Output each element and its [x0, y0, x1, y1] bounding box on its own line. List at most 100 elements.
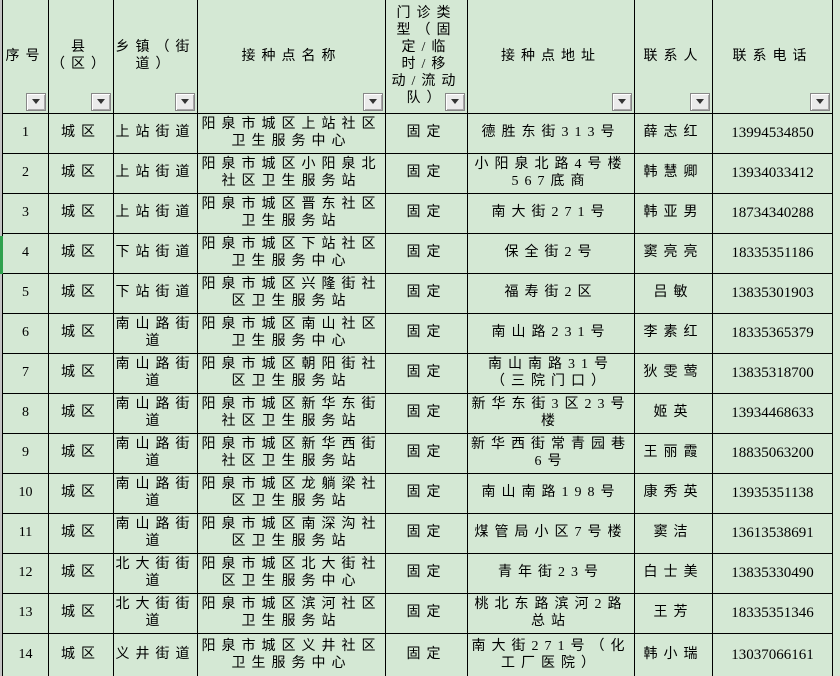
cell-address[interactable]: 南山路231号 [467, 312, 635, 354]
cell-county[interactable]: 城区 [48, 552, 114, 594]
cell-township[interactable]: 上站街道 [113, 112, 198, 154]
cell-clinic-type[interactable]: 固定 [385, 432, 468, 474]
cell-county[interactable]: 城区 [48, 432, 114, 474]
cell-county[interactable]: 城区 [48, 632, 114, 676]
cell-site-name[interactable]: 阳泉市城区义井社区卫生服务中心 [197, 632, 386, 676]
filter-dropdown-button-contact[interactable] [690, 92, 710, 111]
filter-dropdown-button-index[interactable] [26, 92, 46, 111]
cell-county[interactable]: 城区 [48, 272, 114, 314]
cell-county[interactable]: 城区 [48, 352, 114, 394]
cell-clinic-type[interactable]: 固定 [385, 392, 468, 434]
cell-township[interactable]: 上站街道 [113, 192, 198, 234]
cell-index[interactable]: 13 [2, 592, 49, 634]
cell-address[interactable]: 青年街23号 [467, 552, 635, 594]
cell-clinic-type[interactable]: 固定 [385, 272, 468, 314]
cell-township[interactable]: 上站街道 [113, 152, 198, 194]
cell-phone[interactable]: 13613538691 [712, 512, 833, 554]
cell-contact[interactable]: 王丽霞 [634, 432, 713, 474]
cell-address[interactable]: 南山南路31号（三院门口） [467, 352, 635, 394]
cell-county[interactable]: 城区 [48, 512, 114, 554]
cell-index[interactable]: 8 [2, 392, 49, 434]
cell-clinic-type[interactable]: 固定 [385, 472, 468, 514]
cell-contact[interactable]: 康秀英 [634, 472, 713, 514]
cell-index[interactable]: 14 [2, 632, 49, 676]
cell-site-name[interactable]: 阳泉市城区下站社区卫生服务中心 [197, 232, 386, 274]
filter-dropdown-button-township[interactable] [175, 92, 195, 111]
cell-site-name[interactable]: 阳泉市城区南山社区卫生服务中心 [197, 312, 386, 354]
cell-address[interactable]: 小阳泉北路4号楼567底商 [467, 152, 635, 194]
cell-phone[interactable]: 18335365379 [712, 312, 833, 354]
cell-clinic-type[interactable]: 固定 [385, 352, 468, 394]
cell-township[interactable]: 南山路街道 [113, 472, 198, 514]
cell-township[interactable]: 南山路街道 [113, 512, 198, 554]
cell-contact[interactable]: 窦洁 [634, 512, 713, 554]
cell-phone[interactable]: 13934468633 [712, 392, 833, 434]
cell-phone[interactable]: 13037066161 [712, 632, 833, 676]
cell-township[interactable]: 下站街道 [113, 272, 198, 314]
cell-contact[interactable]: 白士美 [634, 552, 713, 594]
filter-dropdown-button-address[interactable] [612, 92, 632, 111]
cell-contact[interactable]: 韩亚男 [634, 192, 713, 234]
cell-index[interactable]: 12 [2, 552, 49, 594]
cell-township[interactable]: 南山路街道 [113, 352, 198, 394]
cell-site-name[interactable]: 阳泉市城区小阳泉北社区卫生服务站 [197, 152, 386, 194]
cell-contact[interactable]: 李素红 [634, 312, 713, 354]
cell-address[interactable]: 南山南路198号 [467, 472, 635, 514]
cell-site-name[interactable]: 阳泉市城区新华西街社区卫生服务站 [197, 432, 386, 474]
cell-index[interactable]: 9 [2, 432, 49, 474]
filter-dropdown-button-phone[interactable] [810, 92, 830, 111]
cell-address[interactable]: 新华西街常青园巷6号 [467, 432, 635, 474]
cell-contact[interactable]: 韩小瑞 [634, 632, 713, 676]
cell-clinic-type[interactable]: 固定 [385, 312, 468, 354]
cell-index[interactable]: 3 [2, 192, 49, 234]
cell-contact[interactable]: 姬英 [634, 392, 713, 434]
cell-clinic-type[interactable]: 固定 [385, 512, 468, 554]
cell-county[interactable]: 城区 [48, 592, 114, 634]
cell-county[interactable]: 城区 [48, 232, 114, 274]
cell-index[interactable]: 1 [2, 112, 49, 154]
cell-address[interactable]: 南大街271号（化工厂医院） [467, 632, 635, 676]
cell-phone[interactable]: 13935351138 [712, 472, 833, 514]
cell-site-name[interactable]: 阳泉市城区兴隆街社区卫生服务站 [197, 272, 386, 314]
cell-phone[interactable]: 13994534850 [712, 112, 833, 154]
cell-clinic-type[interactable]: 固定 [385, 152, 468, 194]
cell-clinic-type[interactable]: 固定 [385, 112, 468, 154]
cell-address[interactable]: 新华东街3区23号楼 [467, 392, 635, 434]
cell-site-name[interactable]: 阳泉市城区南深沟社区卫生服务站 [197, 512, 386, 554]
cell-county[interactable]: 城区 [48, 312, 114, 354]
cell-address[interactable]: 福寿街2区 [467, 272, 635, 314]
cell-index[interactable]: 6 [2, 312, 49, 354]
cell-township[interactable]: 南山路街道 [113, 432, 198, 474]
cell-township[interactable]: 下站街道 [113, 232, 198, 274]
filter-dropdown-button-site-name[interactable] [363, 92, 383, 111]
cell-site-name[interactable]: 阳泉市城区龙躺梁社区卫生服务站 [197, 472, 386, 514]
cell-clinic-type[interactable]: 固定 [385, 632, 468, 676]
cell-contact[interactable]: 吕敏 [634, 272, 713, 314]
cell-contact[interactable]: 薛志红 [634, 112, 713, 154]
cell-township[interactable]: 北大街街道 [113, 552, 198, 594]
cell-index[interactable]: 11 [2, 512, 49, 554]
cell-phone[interactable]: 18335351346 [712, 592, 833, 634]
cell-site-name[interactable]: 阳泉市城区滨河社区卫生服务站 [197, 592, 386, 634]
cell-phone[interactable]: 18734340288 [712, 192, 833, 234]
cell-phone[interactable]: 13835301903 [712, 272, 833, 314]
cell-county[interactable]: 城区 [48, 392, 114, 434]
cell-township[interactable]: 南山路街道 [113, 392, 198, 434]
cell-site-name[interactable]: 阳泉市城区朝阳街社区卫生服务站 [197, 352, 386, 394]
cell-township[interactable]: 北大街街道 [113, 592, 198, 634]
cell-county[interactable]: 城区 [48, 112, 114, 154]
cell-site-name[interactable]: 阳泉市城区晋东社区卫生服务站 [197, 192, 386, 234]
cell-contact[interactable]: 韩慧卿 [634, 152, 713, 194]
cell-contact[interactable]: 窦亮亮 [634, 232, 713, 274]
cell-phone[interactable]: 13934033412 [712, 152, 833, 194]
cell-address[interactable]: 德胜东街313号 [467, 112, 635, 154]
cell-index[interactable]: 4 [2, 232, 49, 274]
cell-phone[interactable]: 18335351186 [712, 232, 833, 274]
cell-township[interactable]: 义井街道 [113, 632, 198, 676]
cell-address[interactable]: 南大街271号 [467, 192, 635, 234]
cell-address[interactable]: 保全街2号 [467, 232, 635, 274]
cell-contact[interactable]: 王芳 [634, 592, 713, 634]
cell-clinic-type[interactable]: 固定 [385, 192, 468, 234]
cell-phone[interactable]: 18835063200 [712, 432, 833, 474]
cell-clinic-type[interactable]: 固定 [385, 592, 468, 634]
